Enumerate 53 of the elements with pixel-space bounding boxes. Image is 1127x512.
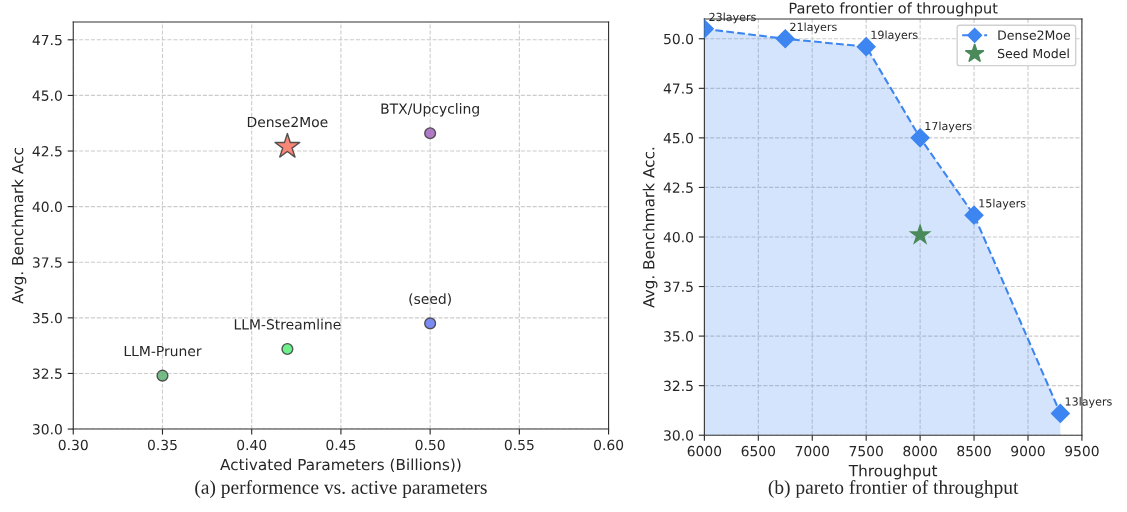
x-axis-title: Activated Parameters (Billions)) [220, 458, 461, 473]
y-tick-label: 40.0 [32, 201, 62, 213]
x-tick-label: 0.40 [237, 439, 267, 451]
y-tick-label: 42.5 [663, 182, 693, 193]
y-tick-label: 30.0 [32, 424, 62, 435]
x-tick-label: 0.60 [594, 439, 624, 451]
annotation: (seed) [409, 293, 451, 306]
annotation: 17layers [925, 121, 972, 133]
y-tick-label: 30.0 [664, 430, 694, 441]
y-tick-label: 37.5 [32, 257, 62, 268]
x-tick-label: 0.55 [504, 439, 534, 451]
chart-title: Pareto frontier of throughput [789, 2, 998, 17]
point [908, 222, 932, 245]
y-tick-label: 45.0 [32, 90, 62, 101]
x-tick-label: 8500 [957, 445, 991, 457]
y-tick-label: 45.0 [663, 132, 694, 144]
y-axis-title: Avg. Benchmark Acc [11, 148, 27, 304]
x-tick-label: 0.50 [415, 439, 445, 451]
text: (b) pareto frontier of throughput [768, 480, 1019, 498]
annotation: Dense2Moe [247, 116, 328, 128]
x-tick-label: 9000 [1011, 445, 1045, 457]
x-tick-label: 7000 [795, 445, 829, 457]
annotation: 19layers [871, 30, 918, 42]
x-tick-label: 0.45 [326, 439, 356, 451]
x-tick-label: 7500 [849, 445, 883, 457]
y-tick-label: 37.5 [664, 281, 693, 293]
annotation: 15layers [979, 198, 1026, 210]
annotation: 23layers [709, 12, 756, 24]
x-tick-label: 9500 [1065, 445, 1099, 457]
y-tick-label: 42.5 [32, 145, 62, 157]
legend-label: Seed Model [997, 48, 1069, 59]
legend-label: Dense2Moe [998, 30, 1070, 40]
y-tick-label: 50.0 [664, 33, 694, 45]
x-axis-title: Throughput [848, 464, 938, 480]
text: (a) performence vs. active parameters [195, 480, 487, 498]
x-tick-label: 0.35 [147, 439, 177, 451]
x-tick-label: 8000 [903, 445, 937, 457]
y-axis-title: Avg. Benchmark Acc. [642, 147, 658, 308]
y-tick-label: 35.0 [32, 312, 62, 324]
point [274, 132, 301, 158]
y-tick-label: 47.5 [663, 83, 693, 94]
x-tick-label: 0.30 [58, 439, 88, 451]
y-tick-label: 32.5 [664, 380, 693, 392]
x-tick-label: 6500 [741, 445, 776, 457]
y-tick-label: 35.0 [664, 331, 694, 342]
y-tick-label: 47.5 [32, 34, 62, 46]
y-tick-label: 40.0 [663, 231, 694, 243]
x-tick-label: 6000 [687, 445, 722, 457]
annotation: BTX/Upcycling [381, 103, 479, 117]
annotation: LLM-Streamline [234, 318, 341, 330]
annotation: LLM-Pruner [124, 345, 202, 357]
y-tick-label: 32.5 [32, 368, 62, 379]
annotation: 21layers [790, 22, 837, 34]
